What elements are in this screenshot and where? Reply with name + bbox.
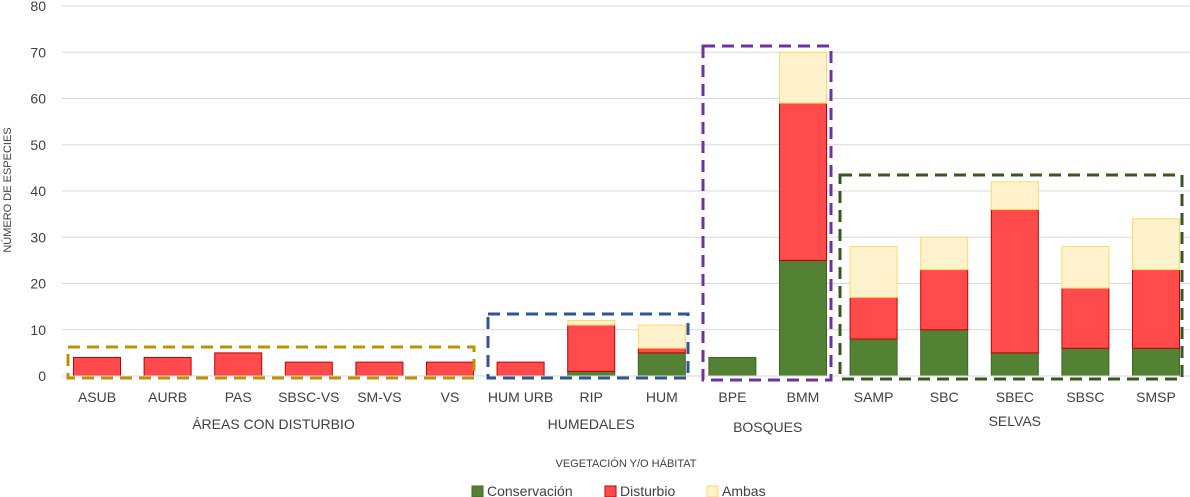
bar-segment [708,357,757,377]
legend-swatch [604,485,617,497]
legend-swatch [471,485,484,497]
x-category-label: SAMP [854,389,894,405]
y-axis-title: NÚMERO DE ESPECIES [1,127,14,252]
x-axis-title: VEGETACIÓN Y/O HÁBITAT [556,457,697,470]
bar-segment [1132,347,1180,377]
x-category-label: RIP [580,389,603,405]
x-category-label: HUM URB [488,389,553,405]
bar-segment [849,246,898,298]
legend: Conservación Disturbio Ambas [471,483,766,497]
y-tick-label: 10 [30,322,46,338]
bar-segment [73,357,121,377]
group-label: HUMEDALES [548,416,635,432]
bar-segment [426,361,474,377]
x-category-label: ASUB [78,389,116,405]
x-category-label: SM-VS [357,389,401,405]
group-label: BOSQUES [733,419,802,435]
x-category-label: HUM [646,389,678,405]
x-category-label: BMM [787,389,820,405]
x-category-label: BPE [718,389,746,405]
bar-segment [214,352,263,377]
bar-segment [779,102,827,261]
legend-swatch [706,485,719,497]
bar-segment [637,352,686,377]
group-box [486,312,690,380]
group-boxes [66,44,1184,382]
y-axis-ticks: 0 10 20 30 40 50 60 70 80 [30,0,46,384]
bars [73,51,1180,377]
legend-label: Disturbio [620,483,675,497]
x-axis-category-labels: ASUB AURB PAS SBSC-VS SM-VS VS HUM URB RIP HUM BP… [78,389,1176,405]
bar-segment [143,357,192,377]
bar-segment [637,324,686,349]
y-tick-label: 70 [30,44,46,60]
bar-segment [990,181,1039,210]
legend-label: Conservación [487,483,573,497]
bar-segment [920,269,969,331]
bar-segment [1061,347,1110,377]
group-label: SELVAS [989,413,1041,429]
group-labels: ÁREAS CON DISTURBIO HUMEDALES BOSQUES SELVA… [192,413,1041,435]
bar-segment [849,296,898,340]
bar-segment [1061,287,1110,349]
bar-segment [1132,269,1180,349]
x-category-label: SBC [930,389,959,405]
legend-label: Ambas [722,483,766,497]
bar-segment [990,209,1039,354]
bar-segment [990,352,1039,377]
bar-segment [567,370,616,377]
y-tick-label: 20 [30,276,46,292]
bar-segment [567,324,616,372]
x-category-label: PAS [225,389,252,405]
x-category-label: SBSC-VS [278,389,339,405]
group-box [66,345,476,380]
y-tick-label: 50 [30,137,46,153]
x-category-label: SBSC [1066,389,1104,405]
x-category-label: VS [441,389,460,405]
x-category-label: SBEC [996,389,1034,405]
bar-segment [1132,218,1180,271]
y-tick-label: 0 [38,368,46,384]
x-category-label: SMSP [1136,389,1176,405]
group-box [838,173,1184,381]
bar-segment [355,361,404,377]
bar-segment [779,259,827,377]
y-tick-label: 30 [30,229,46,245]
x-category-label: AURB [148,389,187,405]
bar-segment [920,329,969,377]
bar-segment [779,51,827,104]
bar-segment [637,347,686,354]
bar-segment [567,320,616,326]
y-tick-label: 80 [30,0,46,14]
group-box [701,44,833,382]
bar-segment [284,361,333,377]
bar-segment [920,236,969,271]
bar-segment [1061,246,1110,289]
bar-segment [849,338,898,377]
group-label: ÁREAS CON DISTURBIO [192,416,355,432]
bar-segment [496,361,545,377]
y-tick-label: 40 [30,183,46,199]
gridlines [62,5,1190,331]
y-tick-label: 60 [30,91,46,107]
